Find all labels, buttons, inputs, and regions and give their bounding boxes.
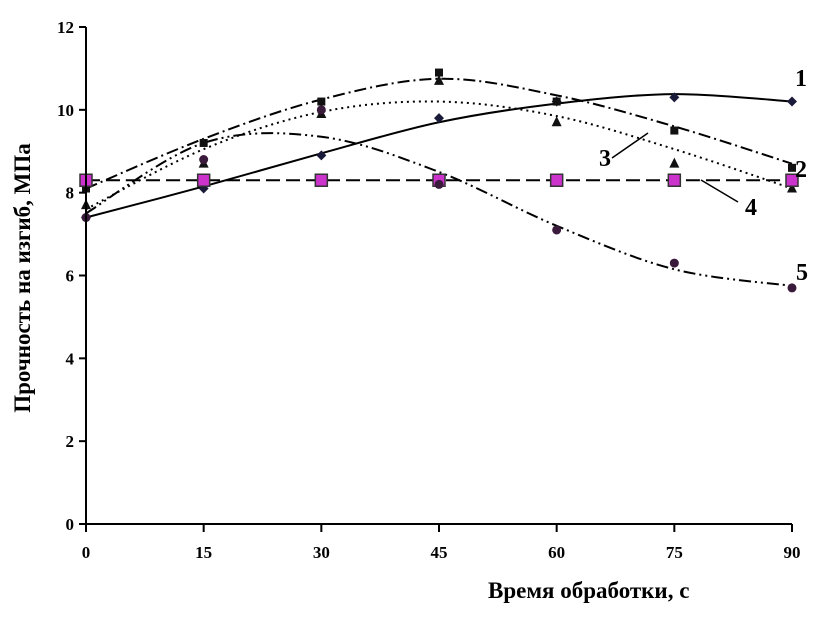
y-tick-label: 0 [66,515,75,534]
x-tick-label: 90 [784,543,801,562]
series-4-point [667,173,682,187]
series-2-line [85,77,793,190]
series-5-point [199,155,209,165]
series-2-point [199,138,208,147]
x-tick-label: 60 [548,543,565,562]
series-4-point [549,173,564,187]
x-tick-label: 45 [431,543,448,562]
series-5-point [669,258,679,268]
series-3-point [669,157,680,168]
series-3-point [434,74,444,85]
series-4-point [785,173,799,187]
axes-layer [79,26,793,532]
series-5-point [787,283,797,293]
series-1-point [787,96,797,107]
curve-5-label: 5 [796,260,808,286]
series-5-line [85,132,793,287]
x-tick-label: 30 [313,543,330,562]
x-axis-title: Время обработки, с [488,578,689,603]
y-tick-label: 10 [57,101,74,120]
tick-labels-layer: 0 2 4 6 8 10 12 0 15 30 45 60 75 90 [57,18,801,562]
curve-labels-layer: 1 2 3 4 5 [599,66,808,286]
series-5-point [552,225,562,235]
series-3-point [551,116,562,127]
series-2-point [670,126,679,135]
series-4-point [196,173,211,187]
series-4-point [314,173,329,187]
y-axis-title: Прочность на изгиб, МПа [10,143,35,413]
series-2-point [552,97,561,106]
series-2-point [788,163,796,172]
series-3-point [787,182,797,193]
x-tick-label: 0 [82,543,91,562]
markers-layer [79,68,799,293]
series-1-point [316,150,327,161]
curve-4-label: 4 [745,195,757,221]
curve-3-leader [611,132,649,159]
x-tick-label: 15 [195,543,212,562]
series-5-point [434,179,444,189]
series-2-point [435,68,443,77]
series-1-point [669,92,680,103]
y-tick-label: 8 [66,184,75,203]
y-tick-label: 12 [57,18,74,37]
curve-1-label: 1 [795,66,807,92]
series-5-point [316,105,326,115]
curve-3-label: 3 [599,146,611,172]
y-tick-label: 4 [66,349,75,368]
y-tick-label: 6 [66,267,75,286]
series-1-line [85,93,793,219]
x-tick-label: 75 [666,543,683,562]
curve-4-leader [700,179,739,203]
series-2-point [317,97,326,106]
series-3-line [85,100,793,211]
curve-2-label: 2 [795,157,807,183]
y-tick-label: 2 [66,432,75,451]
series-1-point [434,113,444,124]
